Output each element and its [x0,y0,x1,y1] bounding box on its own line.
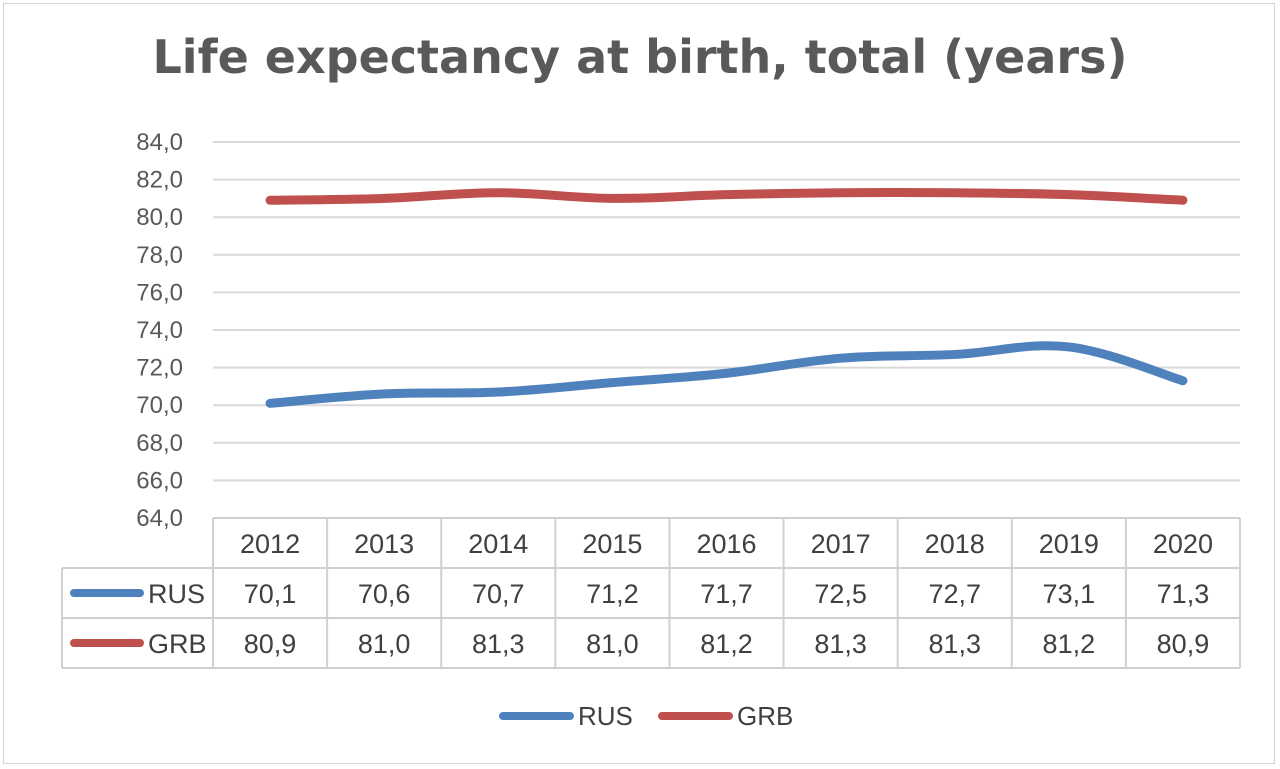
x-category-label: 2019 [1039,529,1099,559]
table-cell-value: 81,3 [814,629,867,659]
y-tick-label: 84,0 [136,129,183,156]
table-cell-value: 81,0 [586,629,639,659]
table-cell-value: 70,6 [358,579,411,609]
table-cell-value: 81,0 [358,629,411,659]
table-cell-value: 80,9 [244,629,297,659]
series-line-rus [265,341,1188,408]
table-cell-value: 81,2 [700,629,753,659]
y-tick-label: 64,0 [136,505,183,532]
legend: RUS GRB [499,701,793,731]
legend-label-rus: RUS [578,701,633,731]
x-category-label: 2017 [811,529,871,559]
y-tick-label: 76,0 [136,279,183,306]
table-cell-value: 70,1 [244,579,297,609]
table-cell-value: 72,5 [814,579,867,609]
x-category-label: 2018 [925,529,985,559]
table-cell-value: 81,2 [1043,629,1096,659]
table-cell-value: 81,3 [472,629,525,659]
x-category-label: 2020 [1153,529,1213,559]
table-cell-value: 81,3 [928,629,981,659]
y-axis-ticks: 64,0 66,0 68,0 70,0 72,0 74,0 76,0 78,0 80,0 82,0… [136,129,183,532]
table-cell-value: 80,9 [1157,629,1210,659]
y-tick-label: 82,0 [136,167,183,194]
x-category-label: 2012 [240,529,300,559]
x-category-label: 2015 [582,529,642,559]
x-category-label: 2016 [696,529,756,559]
y-tick-label: 68,0 [136,430,183,457]
table-series-name: RUS [148,579,205,609]
table-cell-value: 70,7 [472,579,525,609]
data-table: 2012 2013 2014 2015 2016 2017 2018 2019 2020 RUS 7… [61,517,1241,669]
y-tick-label: 80,0 [136,204,183,231]
y-tick-label: 66,0 [136,467,183,494]
y-tick-label: 78,0 [136,242,183,269]
x-category-label: 2013 [354,529,414,559]
x-category-label: 2014 [468,529,528,559]
chart-frame [3,3,1275,764]
y-tick-label: 72,0 [136,355,183,382]
table-cell-value: 71,7 [700,579,753,609]
legend-label-grb: GRB [737,701,793,731]
chart-title: Life expectancy at birth, total (years) [152,30,1128,84]
table-cell-value: 72,7 [928,579,981,609]
y-tick-label: 70,0 [136,392,183,419]
y-tick-label: 74,0 [136,317,183,344]
table-cell-value: 73,1 [1043,579,1096,609]
series-lines [265,188,1188,408]
table-cell-value: 71,3 [1157,579,1210,609]
table-cell-value: 71,2 [586,579,639,609]
series-line-grb [265,188,1188,205]
table-series-name: GRB [148,629,207,659]
